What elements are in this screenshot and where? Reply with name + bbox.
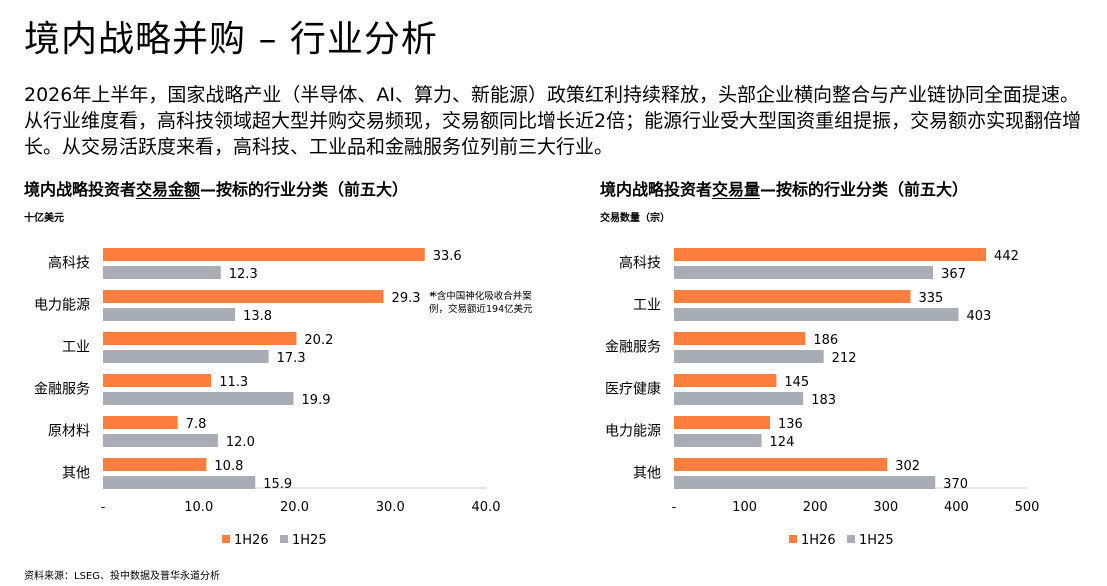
right-data-label: 367: [941, 267, 966, 282]
right-category-label: 金融服务: [605, 340, 661, 356]
left-chart-note: * 含中国神化吸收合并案例，交易额近194亿美元: [429, 291, 533, 315]
left-chart-title-suffix: —按标的行业分类（前五大）: [200, 180, 409, 199]
page-title: 境内战略并购 – 行业分析: [24, 19, 438, 60]
left-x-tick-label: 20.0: [280, 500, 309, 515]
right-bar-1h26: [674, 248, 987, 261]
right-bar-1h25: [674, 350, 824, 363]
right-chart-unit: 交易数量（宗）: [600, 213, 670, 224]
right-data-label: 403: [967, 309, 992, 324]
left-x-tick-label: -: [101, 500, 106, 515]
right-bar-1h25: [674, 476, 936, 489]
intro-paragraph-2: 从行业维度看，高科技领域超大型并购交易频现，交易额同比增长近2倍；能源行业受大型…: [24, 110, 1082, 158]
left-category-label: 电力能源: [34, 298, 90, 314]
right-x-tick-label: 100: [732, 500, 757, 515]
left-bar-1h25: [103, 434, 218, 447]
left-bar-1h25: [103, 350, 269, 363]
left-bar-1h26: [103, 248, 425, 261]
right-category-label: 高科技: [619, 255, 661, 272]
right-x-tick-label: 400: [944, 500, 969, 515]
left-note-marker: *: [431, 290, 438, 305]
left-bar-1h25: [103, 392, 294, 405]
left-bar-1h26: [103, 374, 212, 387]
right-x-tick-label: 300: [873, 500, 898, 515]
left-category-label: 金融服务: [34, 382, 90, 398]
left-chart-title-prefix: 境内战略投资者: [24, 180, 137, 199]
left-x-tick-label: 30.0: [376, 500, 405, 515]
intro-paragraph-1: 2026年上半年，国家战略产业（半导体、AI、算力、新能源）政策红利持续释放，头…: [24, 84, 1079, 106]
right-chart-title-emphasis: 交易量: [712, 180, 761, 199]
left-category-label: 原材料: [48, 424, 90, 440]
right-bar-1h26: [674, 332, 806, 345]
right-x-tick-label: 500: [1015, 500, 1040, 515]
right-legend-swatch-1h25: [847, 535, 855, 543]
source-note: 资料来源：LSEG、投中数据及普华永道分析: [24, 571, 220, 582]
right-category-label: 医疗健康: [605, 381, 661, 398]
right-bar-1h25: [674, 392, 804, 405]
left-legend-label: 1H26: [234, 533, 269, 548]
right-bar-1h26: [674, 416, 771, 429]
left-legend-swatch-1h26: [222, 535, 230, 543]
left-bar-1h26: [103, 290, 384, 303]
right-chart-title-suffix: —按标的行业分类（前五大）: [760, 180, 969, 199]
right-data-label: 442: [994, 249, 1019, 264]
left-data-label: 12.3: [229, 267, 258, 282]
right-bar-1h25: [674, 266, 934, 279]
right-data-label: 186: [813, 333, 838, 348]
left-bar-chart: 高科技 33.6 12.3 电力能源 29.3 13.8 工业 20.2 17.3 金融服务 11.…: [34, 248, 501, 548]
intro-text: 2026年上半年，国家战略产业（半导体、AI、算力、新能源）政策红利持续释放，头…: [24, 82, 1099, 160]
right-data-label: 124: [770, 435, 795, 450]
right-bar-1h26: [674, 290, 911, 303]
right-bar-1h26: [674, 374, 777, 387]
left-legend-swatch-1h25: [280, 535, 288, 543]
left-legend-label: 1H25: [292, 533, 327, 548]
right-bar-1h26: [674, 458, 888, 471]
right-data-label: 302: [895, 459, 920, 474]
left-data-label: 13.8: [243, 309, 272, 324]
left-data-label: 29.3: [392, 291, 421, 306]
right-data-label: 136: [778, 417, 803, 432]
left-data-label: 19.9: [302, 393, 331, 408]
right-bar-1h25: [674, 308, 959, 321]
left-data-label: 12.0: [226, 435, 255, 450]
right-legend-label: 1H26: [801, 533, 836, 548]
left-data-label: 20.2: [304, 333, 333, 348]
left-x-tick-label: 10.0: [184, 500, 213, 515]
right-category-label: 其他: [633, 466, 661, 482]
right-data-label: 370: [943, 477, 968, 492]
right-chart-title: 境内战略投资者交易量—按标的行业分类（前五大）: [600, 176, 968, 200]
right-chart-title-prefix: 境内战略投资者: [600, 180, 713, 199]
left-data-label: 15.9: [263, 477, 292, 492]
left-data-label: 11.3: [219, 375, 248, 390]
right-x-tick-label: 200: [803, 500, 828, 515]
left-bar-1h26: [103, 458, 207, 471]
left-data-label: 7.8: [186, 417, 207, 432]
right-data-label: 335: [919, 291, 944, 306]
right-legend-swatch-1h26: [789, 535, 797, 543]
left-data-label: 10.8: [214, 459, 243, 474]
left-chart-unit: 十亿美元: [24, 213, 64, 224]
left-category-label: 工业: [62, 340, 90, 356]
left-bar-1h25: [103, 308, 236, 321]
right-data-label: 145: [784, 375, 809, 390]
right-bar-1h25: [674, 434, 762, 447]
left-x-tick-label: 40.0: [472, 500, 501, 515]
left-category-label: 其他: [62, 466, 90, 482]
left-bar-1h26: [103, 416, 178, 429]
right-legend-label: 1H25: [859, 533, 894, 548]
left-chart-title: 境内战略投资者交易金额—按标的行业分类（前五大）: [24, 176, 408, 200]
left-bar-1h26: [103, 332, 297, 345]
left-data-label: 17.3: [277, 351, 306, 366]
right-category-label: 电力能源: [605, 424, 661, 440]
right-data-label: 212: [832, 351, 857, 366]
left-category-label: 高科技: [48, 255, 90, 272]
right-category-label: 工业: [633, 298, 661, 314]
left-bar-1h25: [103, 476, 256, 489]
right-x-tick-label: -: [672, 500, 677, 515]
right-data-label: 183: [811, 393, 836, 408]
left-data-label: 33.6: [433, 249, 462, 264]
left-chart-title-emphasis: 交易金额: [136, 180, 201, 199]
left-bar-1h25: [103, 266, 221, 279]
